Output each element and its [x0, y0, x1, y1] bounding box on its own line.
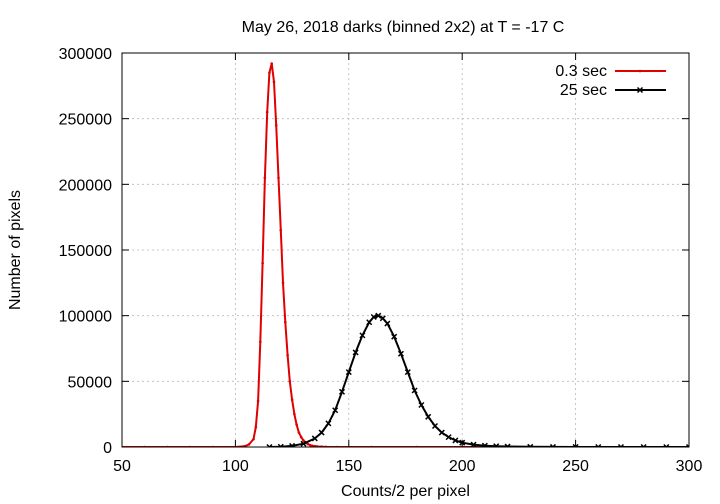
data-point	[281, 281, 285, 285]
legend-label: 0.3 sec	[555, 63, 607, 80]
data-series	[122, 62, 689, 447]
data-point	[263, 176, 267, 180]
data-point	[288, 380, 292, 383]
data-point	[379, 315, 386, 322]
data-point	[359, 332, 366, 339]
y-tick-label: 0	[103, 440, 112, 457]
data-point	[289, 442, 296, 447]
data-point	[685, 443, 689, 447]
data-point	[311, 444, 314, 447]
legend-swatch-marker	[636, 86, 644, 94]
axis-ticks: 50 100 150 200 250 300 0 50000 100000 150000 20000…	[59, 46, 703, 475]
data-point	[252, 437, 255, 441]
series-line	[122, 62, 689, 447]
data-point	[295, 423, 298, 426]
data-point	[338, 388, 346, 395]
data-point	[259, 340, 262, 344]
data-point	[306, 442, 310, 446]
x-tick-label: 50	[113, 458, 131, 475]
x-tick-label: 200	[449, 458, 476, 475]
data-point	[332, 407, 339, 414]
data-point	[261, 261, 264, 265]
data-point	[384, 320, 391, 327]
data-point	[247, 443, 251, 446]
data-point	[325, 420, 332, 427]
data-point	[366, 319, 373, 326]
data-point	[345, 369, 352, 376]
data-point	[431, 422, 439, 430]
data-point	[299, 435, 303, 439]
legend: 0.3 sec 25 sec	[555, 63, 666, 99]
series-1	[122, 62, 689, 447]
y-axis-label: Number of pixels	[7, 190, 24, 310]
data-point	[313, 444, 317, 447]
data-point	[270, 62, 273, 65]
legend-label: 25 sec	[560, 82, 607, 99]
data-point	[254, 426, 258, 429]
grid-lines	[122, 53, 689, 447]
data-point	[452, 437, 459, 444]
data-point	[272, 80, 276, 84]
data-point	[481, 442, 488, 447]
x-tick-label: 150	[335, 458, 362, 475]
y-tick-label: 100000	[59, 309, 112, 326]
data-point	[266, 443, 273, 447]
data-point	[438, 429, 445, 436]
data-point	[318, 429, 325, 436]
y-tick-label: 250000	[59, 112, 112, 129]
data-point	[256, 399, 260, 403]
x-tick-label: 100	[222, 458, 249, 475]
data-point	[352, 349, 359, 356]
data-point	[391, 333, 398, 340]
y-tick-label: 300000	[59, 46, 112, 63]
data-point	[274, 123, 278, 127]
data-point	[283, 320, 287, 324]
data-point	[279, 229, 283, 232]
data-point	[370, 313, 377, 321]
y-tick-label: 200000	[59, 177, 112, 194]
data-point	[375, 312, 382, 319]
data-point	[265, 110, 269, 114]
data-point	[290, 398, 294, 402]
x-tick-label: 300	[676, 458, 703, 475]
data-point	[425, 413, 432, 420]
x-tick-label: 250	[562, 458, 589, 475]
data-point	[300, 440, 307, 447]
data-point	[297, 431, 301, 434]
data-point	[293, 412, 296, 416]
data-point	[418, 401, 425, 409]
data-point	[493, 443, 500, 447]
data-point	[286, 353, 289, 357]
data-point	[311, 435, 318, 442]
data-point	[277, 176, 280, 180]
data-point	[308, 443, 312, 447]
data-point	[404, 369, 411, 376]
y-tick-label: 50000	[68, 374, 113, 391]
data-point	[397, 350, 404, 357]
data-point	[302, 439, 305, 442]
data-point	[411, 387, 418, 394]
legend-swatch-marker	[638, 69, 642, 73]
y-tick-label: 150000	[59, 243, 112, 260]
data-point	[470, 441, 477, 447]
data-point	[268, 71, 271, 74]
x-axis-label: Counts/2 per pixel	[341, 483, 470, 500]
chart-title: May 26, 2018 darks (binned 2x2) at T = -…	[242, 19, 565, 36]
data-point	[445, 434, 452, 441]
